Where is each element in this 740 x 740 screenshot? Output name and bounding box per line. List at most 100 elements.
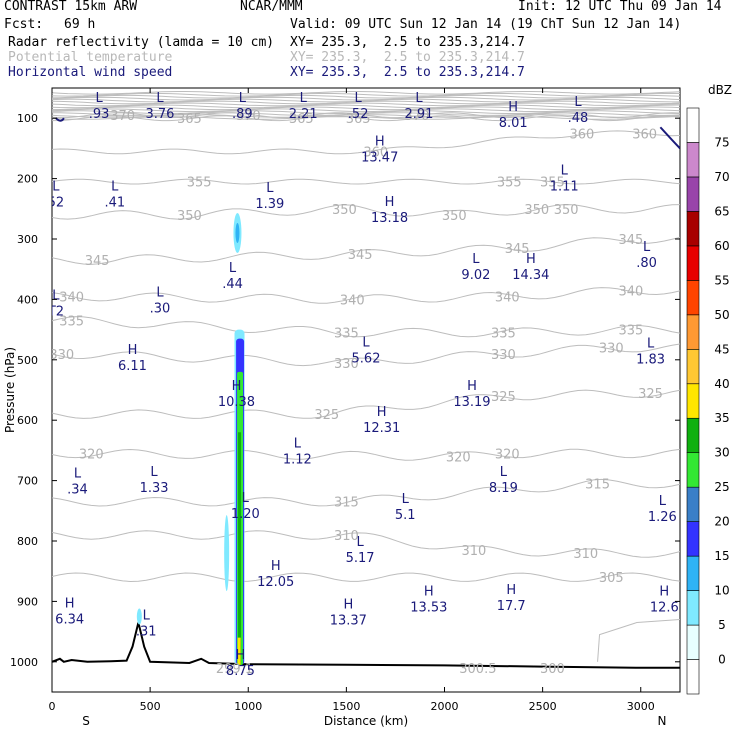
colorbar-swatch [687, 487, 699, 521]
colorbar-label: 15 [714, 549, 729, 563]
colorbar-label: 55 [714, 273, 729, 287]
theta-label: 315 [585, 478, 610, 493]
wind-extremum-type: L [294, 436, 302, 451]
theta-label: 330 [599, 342, 624, 357]
theta-contour-325 [52, 390, 680, 418]
theta-label: 330 [49, 348, 74, 363]
wind-extremum-value: 1.26 [648, 510, 677, 525]
theta-label: 340 [619, 284, 644, 299]
colorbar-swatch [687, 142, 699, 176]
wind-extremum-value: .44 [222, 277, 243, 292]
theta-label: 310 [462, 544, 487, 559]
wind-extremum-type: L [356, 535, 364, 550]
y-tick-label: 1000 [10, 656, 38, 669]
wind-extremum-type: L [156, 285, 164, 300]
theta-label: 345 [619, 233, 644, 248]
y-tick-label: 700 [17, 475, 38, 488]
wind-extremum-type: L [561, 163, 569, 178]
wind-extremum-value: 13.19 [453, 395, 490, 410]
wind-extremum-value: 12.6 [650, 600, 679, 615]
wind-extremum-type: L [95, 91, 103, 106]
theta-label: 340 [59, 290, 84, 305]
wind-extremum-value: 5.1 [395, 508, 416, 523]
wind-extremum-type: L [242, 491, 250, 506]
wind-extremum-type: H [526, 252, 536, 267]
wind-extremum-type: L [415, 91, 423, 106]
theta-label: 340 [340, 293, 365, 308]
wind-extremum-type: H [65, 596, 75, 611]
colorbar-swatch [687, 349, 699, 383]
wind-extremum-value: 8.19 [489, 481, 518, 496]
y-tick-label: 500 [17, 354, 38, 367]
wind-extremum-type: L [156, 91, 164, 106]
colorbar-label: 25 [714, 480, 729, 494]
wind-extremum-value: 13.37 [330, 614, 367, 629]
y-tick-label: 800 [17, 535, 38, 548]
theta-label: 320 [495, 447, 520, 462]
theta-label: 325 [314, 408, 339, 423]
theta-label: 350 [177, 209, 202, 224]
wind-extremum-type: L [52, 180, 60, 195]
theta-label: 350 [524, 203, 549, 218]
colorbar-label: 0 [718, 653, 726, 667]
wind-extremum-value: 10.38 [218, 395, 255, 410]
colorbar-swatch [687, 453, 699, 487]
wind-extremum-type: L [52, 288, 60, 303]
colorbar-label: 30 [714, 446, 729, 460]
wind-extremum-type: H [377, 405, 387, 420]
theta-label: 360 [632, 127, 657, 142]
wind-extremum-value: .93 [89, 107, 110, 122]
y-axis-label: Pressure (hPa) [3, 347, 17, 433]
wind-extremum-type: L [659, 494, 667, 509]
wind-extremum-type: H [506, 583, 516, 598]
theta-label: 350 [442, 209, 467, 224]
theta-label: 310 [334, 529, 359, 544]
x-tick-label: 3000 [627, 700, 655, 713]
reflectivity-side-cell [224, 515, 229, 591]
wind-extremum-type: L [74, 467, 82, 482]
theta-label: 335 [491, 327, 516, 342]
wind-extremum-value: 6.34 [55, 612, 84, 627]
theta-label: 325 [491, 390, 516, 405]
theta-label: 335 [334, 327, 359, 342]
x-tick-label: 1000 [234, 700, 262, 713]
theta-label: 305 [599, 571, 624, 586]
theta-label: 355 [187, 176, 212, 191]
wind-extremum-value: 1.20 [231, 507, 260, 522]
wind-extremum-type: H [424, 584, 434, 599]
reflectivity-upper-core [235, 223, 239, 243]
colorbar-unit: dBZ [708, 83, 732, 97]
theta-label: 350 [332, 203, 357, 218]
reflectivity-small-cell [137, 609, 142, 625]
wind-extremum-type: L [143, 609, 151, 624]
wind-extremum-type: H [385, 195, 395, 210]
wind-extremum-value: 6.11 [118, 359, 147, 374]
wind-extremum-type: L [402, 492, 410, 507]
wind-extremum-value: 13.47 [361, 150, 398, 165]
colorbar-swatch [687, 660, 699, 694]
theta-label: 330 [491, 348, 516, 363]
theta-label: 355 [497, 176, 522, 191]
wind-extremum-value: 8.75 [226, 664, 255, 679]
wind-extremum-type: H [232, 379, 242, 394]
wind-extremum-value: 5.62 [352, 352, 381, 367]
x-tick-label: 2000 [431, 700, 459, 713]
colorbar-label: 50 [714, 308, 729, 322]
wind-extremum-type: L [500, 465, 508, 480]
wind-extremum-value: 1.12 [283, 452, 312, 467]
y-tick-label: 600 [17, 414, 38, 427]
wind-extremum-value: 1.11 [550, 179, 579, 194]
colorbar-swatch [687, 280, 699, 314]
wind-extremum-value: 14.34 [512, 268, 549, 283]
theta-label: 310 [573, 547, 598, 562]
theta-label: 315 [334, 496, 359, 511]
y-tick-label: 200 [17, 173, 38, 186]
theta-contour-355 [52, 179, 680, 184]
wind-extremum-type: H [467, 379, 477, 394]
wind-extremum-value: 3.76 [145, 107, 174, 122]
colorbar-label: 65 [714, 204, 729, 218]
colorbar-label: 10 [714, 584, 729, 598]
colorbar-swatch [687, 211, 699, 245]
theta-label: 340 [495, 290, 520, 305]
x-tick-label: 2500 [529, 700, 557, 713]
